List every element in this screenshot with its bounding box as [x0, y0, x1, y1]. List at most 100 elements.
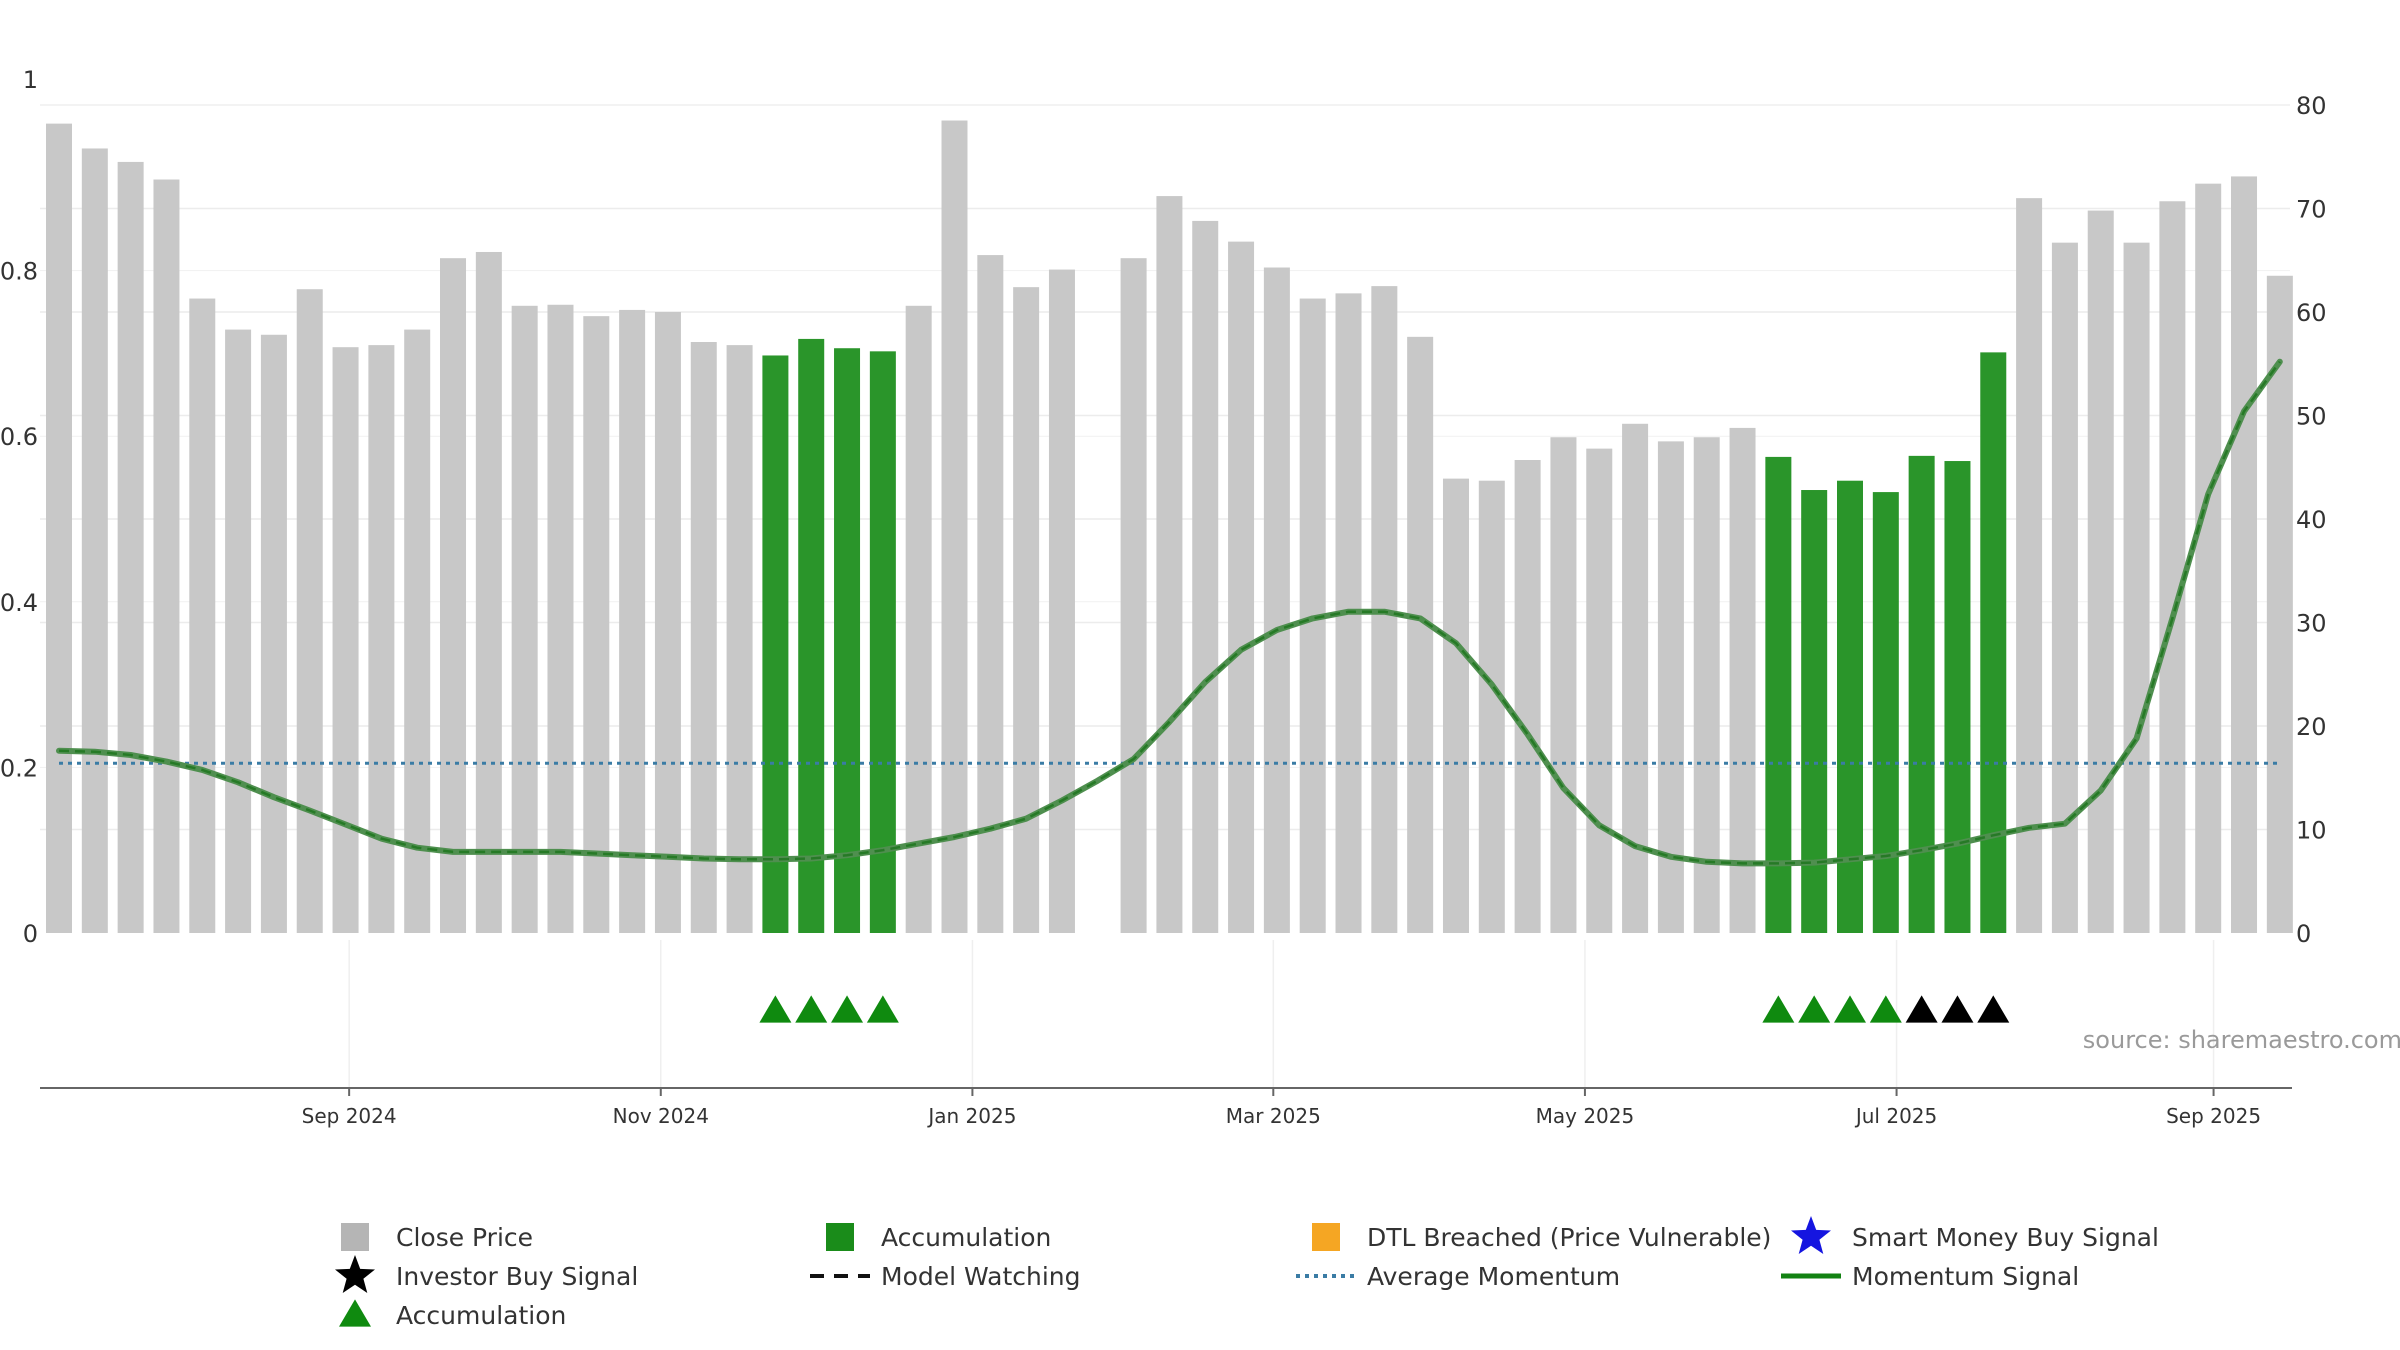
close-price-bar [2016, 198, 2043, 933]
close-price-bar [1013, 287, 1040, 933]
model-watching-line [58, 360, 2281, 865]
right-axis-tick-label: 60 [2296, 299, 2327, 327]
close-price-bar [1228, 241, 1255, 933]
close-price-bar [619, 309, 646, 933]
legend-item: Smart Money Buy Signal [1791, 1216, 2159, 1254]
accumulation-bar [1980, 352, 2007, 933]
x-axis: Sep 2024 Nov 2024 Jan 2025 Mar 2025 May 2025… [40, 1087, 2292, 1128]
close-price-bar [2231, 176, 2258, 934]
legend-label: DTL Breached (Price Vulnerable) [1367, 1223, 1771, 1252]
left-axis-tick-label: 0.6 [0, 423, 38, 451]
close-price-bar [1550, 437, 1577, 933]
investor-buy-triangle-marker [1977, 995, 2010, 1023]
accumulation-bar [762, 355, 789, 934]
close-price-bar [368, 345, 395, 933]
left-axis: 0 0.2 0.4 0.6 0.8 1 [0, 66, 38, 948]
close-price-bar [690, 342, 717, 933]
right-axis-tick-label: 80 [2296, 92, 2327, 120]
close-price-bar [1729, 427, 1756, 933]
legend-label: Smart Money Buy Signal [1852, 1223, 2159, 1252]
orange-square-icon [1312, 1223, 1340, 1251]
close-price-bar [941, 120, 968, 933]
close-price-bar [2051, 242, 2078, 933]
x-axis-tick-label: Jul 2025 [1854, 1104, 1937, 1128]
close-price-bar [2266, 275, 2293, 933]
close-price-bar [296, 289, 323, 934]
right-axis-tick-label: 20 [2296, 713, 2327, 741]
x-axis-tick-label: Sep 2025 [2166, 1104, 2261, 1128]
accumulation-triangle-marker [795, 995, 828, 1023]
accumulation-bar [798, 338, 825, 933]
left-axis-tick-label: 0.4 [0, 589, 38, 617]
x-axis-tick-label: May 2025 [1536, 1104, 1635, 1128]
legend-item: Close Price [341, 1223, 533, 1252]
legend-item: Investor Buy Signal [335, 1255, 638, 1293]
close-price-bar [511, 305, 538, 933]
close-price-bar [1442, 478, 1469, 933]
close-price-bar [726, 345, 753, 933]
legend-item: Average Momentum [1296, 1262, 1620, 1291]
legend-label: Average Momentum [1367, 1262, 1620, 1291]
right-axis-tick-label: 50 [2296, 403, 2327, 431]
gray-square-icon [341, 1223, 369, 1251]
close-price-bar [404, 329, 431, 934]
right-axis: 0 10 20 30 40 50 60 70 80 [2296, 92, 2327, 948]
left-axis-tick-label: 0.8 [0, 258, 38, 286]
close-price-bar [475, 251, 502, 934]
investor-buy-triangle-marker [1941, 995, 1974, 1023]
lines [56, 358, 2283, 867]
right-axis-tick-label: 10 [2296, 817, 2327, 845]
accumulation-triangle-marker [1869, 995, 1902, 1023]
signal-markers [759, 995, 2010, 1023]
close-price-bar [1657, 441, 1684, 933]
right-axis-tick-label: 0 [2296, 920, 2311, 948]
legend-item: Momentum Signal [1781, 1262, 2079, 1291]
accumulation-bar [834, 348, 861, 934]
close-price-bar [332, 347, 359, 933]
accumulation-bar [1765, 456, 1792, 933]
green-square-icon [826, 1223, 854, 1251]
close-price-bar [225, 329, 252, 934]
x-axis-tick-label: Jan 2025 [926, 1104, 1016, 1128]
right-axis-tick-label: 70 [2296, 196, 2327, 224]
close-price-bar [1622, 423, 1649, 933]
close-price-bar [654, 312, 681, 933]
right-axis-tick-label: 40 [2296, 506, 2327, 534]
bars [46, 120, 2293, 934]
close-price-bar [1478, 480, 1505, 933]
close-price-bar [440, 258, 467, 933]
legend-item: DTL Breached (Price Vulnerable) [1312, 1223, 1771, 1252]
legend-label: Investor Buy Signal [396, 1262, 638, 1291]
left-axis-tick-label: 0.2 [0, 754, 38, 782]
accumulation-bar [1801, 490, 1828, 933]
investor-buy-triangle-marker [1905, 995, 1938, 1023]
left-axis-tick-label: 1 [23, 66, 38, 94]
close-price-bar [2087, 210, 2114, 933]
close-price-bar [2159, 201, 2186, 933]
close-price-bar [1263, 267, 1290, 933]
close-price-bar [81, 148, 108, 934]
accumulation-bar [1908, 455, 1935, 933]
legend-item: Accumulation [339, 1299, 566, 1330]
legend-label: Accumulation [881, 1223, 1051, 1252]
close-price-bar [547, 304, 574, 933]
accumulation-triangle-marker [759, 995, 792, 1023]
green-triangle-icon [339, 1299, 371, 1327]
source-label: source: sharemaestro.com [2083, 1026, 2400, 1054]
legend-label: Model Watching [881, 1262, 1081, 1291]
close-price-bar [153, 179, 180, 933]
legend: Close Price Accumulation DTL Breached (Pri… [335, 1216, 2159, 1330]
close-price-bar [1120, 258, 1147, 933]
close-price-bar [260, 334, 287, 933]
left-axis-tick-label: 0 [23, 920, 38, 948]
accumulation-triangle-marker [866, 995, 899, 1023]
close-price-bar [583, 316, 610, 933]
legend-item: Model Watching [810, 1262, 1081, 1291]
accumulation-bar [1872, 492, 1899, 933]
legend-label: Momentum Signal [1852, 1262, 2079, 1291]
accumulation-triangle-marker [1798, 995, 1831, 1023]
accumulation-bar [1837, 480, 1863, 933]
close-price-bar [117, 161, 144, 934]
close-price-bar [1048, 269, 1075, 933]
